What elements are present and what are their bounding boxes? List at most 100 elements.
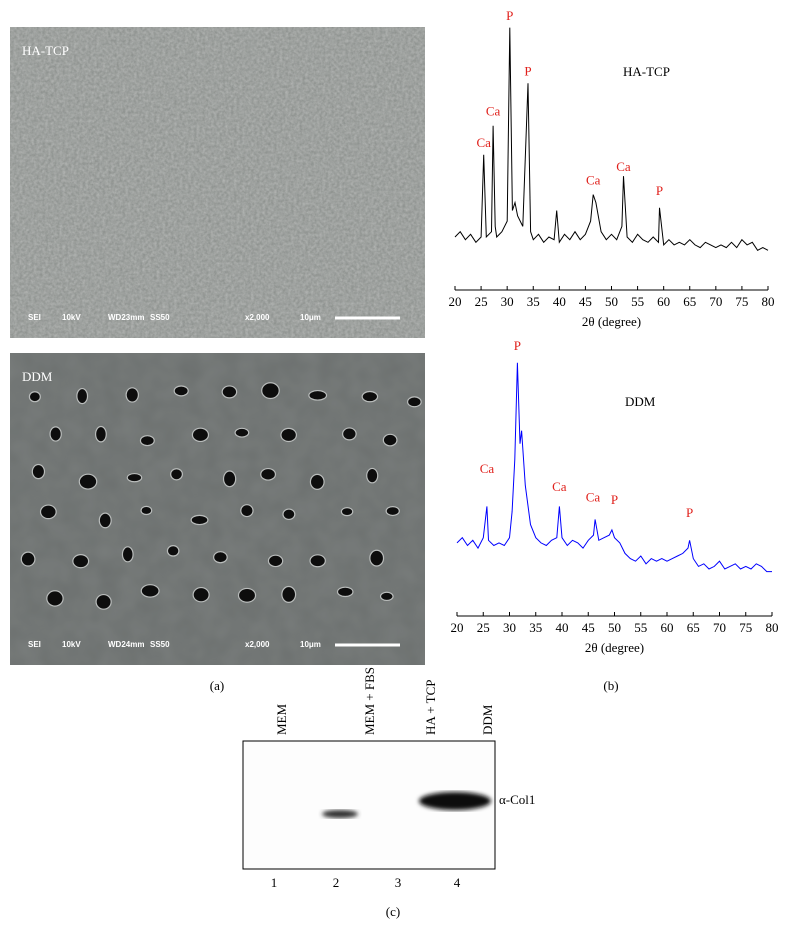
- sem-info: SEI: [28, 313, 41, 322]
- pore: [95, 593, 112, 610]
- x-tick-label: 55: [631, 294, 644, 309]
- pore: [309, 554, 326, 568]
- pore: [308, 389, 328, 401]
- pore: [39, 504, 57, 520]
- sem-info: 10μm: [300, 640, 321, 649]
- pore: [222, 470, 237, 488]
- sem-info: 10μm: [300, 313, 321, 322]
- sem-info: WD23mm: [108, 313, 144, 322]
- x-tick-label: 70: [713, 620, 726, 635]
- x-tick-label: 65: [687, 620, 700, 635]
- x-tick-label: 30: [501, 294, 514, 309]
- x-tick-label: 35: [529, 620, 542, 635]
- sem-info: SS50: [150, 313, 170, 322]
- pore: [31, 463, 46, 480]
- pore: [342, 427, 357, 441]
- x-tick-label: 25: [475, 294, 488, 309]
- pore: [382, 433, 398, 447]
- x-axis-label: 2θ (degree): [585, 640, 644, 655]
- pore: [369, 549, 385, 567]
- pore: [166, 545, 180, 557]
- sem-label: HA-TCP: [22, 43, 69, 58]
- pore: [234, 427, 250, 438]
- pore: [260, 467, 277, 481]
- panel-label: (b): [603, 678, 618, 693]
- peak-label: P: [686, 505, 693, 520]
- x-tick-label: 50: [605, 294, 618, 309]
- sem-info: SS50: [150, 640, 170, 649]
- pore: [173, 385, 189, 397]
- lane-number: 2: [333, 875, 340, 890]
- chart-title: HA-TCP: [623, 64, 670, 79]
- x-tick-label: 20: [449, 294, 462, 309]
- peak-label: Ca: [586, 172, 601, 187]
- lane-number: 4: [454, 875, 461, 890]
- pore: [407, 396, 422, 408]
- x-tick-label: 75: [739, 620, 752, 635]
- pore: [379, 591, 394, 602]
- x-tick-label: 40: [556, 620, 569, 635]
- pore: [261, 382, 280, 400]
- spectrum-line: [454, 27, 769, 251]
- peak-label: Ca: [552, 479, 567, 494]
- sem-image: DDM: [10, 353, 425, 665]
- lane-label: HA + TCP: [423, 680, 438, 736]
- peak-label: Ca: [486, 103, 501, 118]
- pore: [190, 514, 209, 526]
- pore: [240, 504, 254, 518]
- pore: [282, 508, 296, 521]
- pore: [280, 427, 297, 443]
- x-tick-label: 40: [553, 294, 566, 309]
- sem-info: 10kV: [62, 640, 81, 649]
- sem-info: x2,000: [245, 640, 270, 649]
- peak-label: Ca: [476, 135, 491, 150]
- pore: [121, 546, 134, 563]
- x-tick-label: 35: [527, 294, 540, 309]
- x-tick-label: 50: [608, 620, 621, 635]
- peak-label: P: [656, 183, 663, 198]
- x-tick-label: 60: [657, 294, 670, 309]
- pore: [281, 585, 297, 603]
- pore: [237, 587, 257, 603]
- x-tick-label: 65: [683, 294, 696, 309]
- peak-label: P: [506, 8, 513, 23]
- pore: [126, 472, 143, 483]
- x-tick-label: 55: [634, 620, 647, 635]
- x-tick-label: 60: [661, 620, 674, 635]
- x-tick-label: 25: [477, 620, 490, 635]
- band-label: α-Col1: [499, 792, 535, 807]
- lane-label: DDM: [480, 704, 495, 735]
- band: [419, 792, 491, 810]
- spectrum-line: [456, 362, 772, 573]
- sem-image: HA-TCP: [10, 27, 425, 338]
- sem-info: SEI: [28, 640, 41, 649]
- pore: [170, 468, 183, 481]
- peak-label: Ca: [480, 461, 495, 476]
- pore: [267, 554, 284, 568]
- x-tick-label: 45: [582, 620, 595, 635]
- chart-title: DDM: [625, 394, 656, 409]
- pore: [139, 435, 155, 447]
- pore: [213, 551, 228, 564]
- pore: [46, 590, 64, 607]
- band: [322, 810, 358, 818]
- lane-label: MEM: [274, 704, 289, 736]
- pore: [191, 427, 210, 443]
- peak-label: P: [514, 338, 521, 353]
- sem-info: x2,000: [245, 313, 270, 322]
- x-tick-label: 80: [766, 620, 779, 635]
- pore: [28, 391, 41, 403]
- pore: [140, 505, 153, 516]
- pore: [192, 586, 210, 603]
- panel-label: (a): [210, 678, 224, 693]
- peak-label: Ca: [586, 490, 601, 505]
- x-tick-label: 70: [709, 294, 722, 309]
- x-tick-label: 30: [503, 620, 516, 635]
- x-tick-label: 45: [579, 294, 592, 309]
- pore: [78, 473, 98, 490]
- pore: [20, 551, 36, 567]
- pore: [361, 390, 379, 403]
- pore: [340, 507, 354, 517]
- lane-number: 3: [395, 875, 402, 890]
- lane-number: 1: [271, 875, 278, 890]
